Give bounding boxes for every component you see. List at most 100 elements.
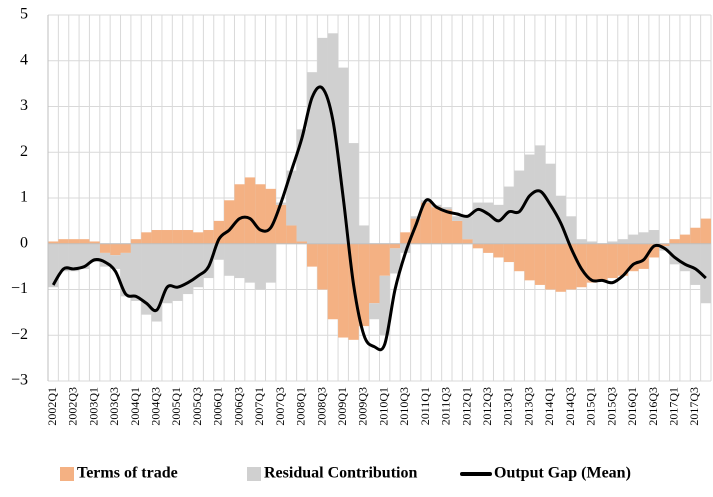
- bar: [161, 243, 173, 304]
- legend-swatch: [247, 467, 261, 481]
- bar: [327, 243, 339, 320]
- bar: [669, 243, 680, 265]
- bar: [586, 243, 598, 283]
- x-tick-label: 2015Q1: [584, 387, 598, 426]
- bar: [503, 243, 515, 263]
- bar: [607, 241, 618, 244]
- bar: [534, 145, 546, 244]
- bar: [493, 204, 504, 244]
- bar: [524, 154, 535, 244]
- bar: [193, 243, 204, 288]
- bar: [576, 243, 587, 288]
- bar: [607, 243, 618, 279]
- bar: [213, 243, 225, 260]
- x-tick-label: 2003Q3: [107, 387, 121, 426]
- bar: [358, 243, 370, 327]
- bar: [99, 243, 111, 253]
- bar: [265, 243, 276, 283]
- bar: [224, 200, 235, 244]
- bar: [265, 188, 276, 244]
- bar: [379, 243, 390, 276]
- x-tick-label: 2005Q1: [169, 387, 183, 426]
- bar: [483, 202, 494, 244]
- bar: [638, 243, 649, 269]
- bar: [472, 202, 484, 244]
- bar: [628, 243, 639, 272]
- bar: [203, 230, 214, 244]
- x-tick-label: 2015Q3: [604, 387, 618, 426]
- bar: [669, 239, 680, 244]
- bar: [99, 252, 111, 267]
- bar: [679, 234, 691, 244]
- x-tick-label: 2017Q1: [666, 387, 680, 426]
- bar: [338, 67, 349, 244]
- bar: [255, 243, 266, 290]
- bar: [452, 220, 463, 244]
- bar: [79, 243, 90, 269]
- bar: [524, 243, 535, 281]
- x-tick-label: 2006Q3: [231, 387, 245, 426]
- bar: [565, 216, 577, 244]
- bar: [514, 170, 525, 244]
- bar: [306, 72, 318, 244]
- x-tick-label: 2014Q1: [542, 387, 556, 426]
- bar: [224, 243, 235, 276]
- bar: [151, 243, 162, 322]
- bar: [441, 207, 453, 210]
- bar: [700, 243, 711, 304]
- bar: [597, 243, 608, 281]
- y-tick-label: 0: [20, 234, 28, 251]
- bar: [431, 207, 442, 244]
- x-tick-label: 2011Q1: [418, 387, 432, 425]
- bar: [161, 230, 173, 244]
- bar: [700, 218, 711, 244]
- bar: [172, 243, 183, 301]
- bar: [628, 234, 639, 244]
- bar: [317, 37, 328, 244]
- x-tick-label: 2002Q1: [45, 387, 59, 426]
- x-tick-label: 2003Q1: [86, 387, 100, 426]
- x-tick-label: 2017Q3: [687, 387, 701, 426]
- bar: [306, 243, 318, 267]
- bar: [400, 232, 411, 244]
- y-tick-label: −3: [11, 372, 28, 389]
- bar: [296, 241, 307, 244]
- bar: [369, 303, 380, 320]
- bar: [130, 239, 142, 244]
- y-tick-label: −2: [11, 326, 28, 343]
- bar: [410, 216, 421, 219]
- bar: [379, 275, 390, 336]
- bar: [58, 243, 69, 272]
- x-tick-label: 2002Q3: [66, 387, 80, 426]
- x-tick-label: 2004Q3: [149, 387, 163, 426]
- bar: [68, 239, 80, 244]
- y-tick-label: 3: [20, 97, 28, 114]
- bar: [172, 230, 183, 244]
- bar: [648, 243, 660, 258]
- bar: [534, 243, 546, 285]
- bar: [120, 243, 131, 253]
- x-tick-label: 2005Q3: [190, 387, 204, 426]
- bar: [203, 243, 214, 279]
- y-tick-label: 1: [20, 189, 28, 206]
- bar: [565, 243, 577, 290]
- bar: [286, 170, 297, 226]
- x-tick-label: 2007Q1: [252, 387, 266, 426]
- bar: [89, 241, 100, 244]
- x-tick-label: 2011Q3: [439, 387, 453, 425]
- bar: [503, 186, 515, 244]
- x-tick-label: 2016Q1: [625, 387, 639, 426]
- bar: [389, 243, 401, 249]
- bar: [296, 129, 307, 242]
- y-tick-label: 4: [20, 51, 28, 68]
- bar: [410, 218, 421, 244]
- legend-label: Residual Contribution: [264, 465, 417, 482]
- bar: [120, 252, 131, 297]
- x-tick-label: 2012Q3: [480, 387, 494, 426]
- bar: [462, 239, 473, 244]
- bar: [141, 232, 152, 244]
- bar: [130, 243, 142, 301]
- x-tick-label: 2012Q1: [459, 387, 473, 426]
- bar: [358, 225, 370, 244]
